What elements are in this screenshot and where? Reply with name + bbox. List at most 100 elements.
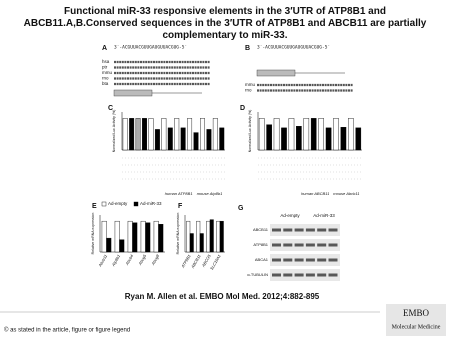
bar bbox=[167, 127, 173, 151]
mirna-seq: 3′-ACGUUACGUUGAUGUUACGUG-5′ bbox=[114, 45, 187, 51]
panel-label: D bbox=[240, 105, 245, 112]
band bbox=[272, 273, 281, 277]
band bbox=[272, 258, 281, 262]
bar bbox=[325, 127, 332, 151]
group-label: mouse Atp8b1 bbox=[197, 191, 223, 196]
panel-label: G bbox=[238, 205, 244, 212]
logo-text: EMBO bbox=[403, 308, 430, 318]
bar bbox=[119, 239, 125, 253]
blot-group: Ad-empty bbox=[280, 213, 300, 218]
band bbox=[328, 243, 338, 247]
bar bbox=[355, 127, 362, 151]
band bbox=[305, 243, 315, 247]
bar bbox=[196, 220, 201, 253]
title: Functional miR-33 responsive elements in… bbox=[23, 6, 427, 41]
bar bbox=[161, 118, 167, 151]
panel-label: A bbox=[102, 45, 107, 52]
bar bbox=[340, 126, 347, 151]
group-label: human ATP8B1 bbox=[165, 191, 193, 196]
band bbox=[294, 228, 304, 232]
bar bbox=[174, 118, 180, 151]
legend-swatch bbox=[133, 201, 139, 207]
band bbox=[305, 228, 315, 232]
bar bbox=[288, 118, 295, 151]
x-tick-label: Abcb11 bbox=[97, 254, 108, 269]
species: rno bbox=[245, 88, 252, 93]
bar bbox=[318, 118, 324, 151]
group-label: mouse Abcb11 bbox=[333, 191, 359, 196]
blot-strip bbox=[270, 269, 340, 281]
band bbox=[294, 258, 304, 262]
x-tick-label: Abcg8 bbox=[150, 253, 161, 267]
bar bbox=[127, 220, 133, 253]
bar bbox=[212, 118, 218, 151]
species: hsa bbox=[102, 59, 110, 64]
band bbox=[272, 243, 281, 247]
band bbox=[283, 228, 293, 232]
x-tick-label: Abcb4 bbox=[124, 253, 135, 267]
band bbox=[305, 258, 315, 262]
legend-swatch bbox=[101, 201, 107, 207]
band bbox=[328, 273, 338, 277]
band bbox=[283, 273, 293, 277]
gene-box bbox=[113, 89, 153, 97]
y-axis-label: Relative mRNA expression bbox=[91, 213, 95, 255]
bar bbox=[209, 219, 214, 253]
bar bbox=[266, 124, 272, 151]
bar bbox=[206, 129, 212, 151]
band-label: ABCB11 bbox=[253, 227, 269, 232]
blot-group: Ad-miR-33 bbox=[313, 213, 335, 218]
band bbox=[305, 273, 315, 277]
group-label: human ABCB11 bbox=[301, 191, 329, 196]
band bbox=[272, 228, 281, 232]
band bbox=[283, 243, 293, 247]
bar bbox=[206, 220, 211, 253]
band-label: ABCA1 bbox=[255, 257, 269, 262]
bar bbox=[281, 127, 287, 151]
bar bbox=[200, 118, 205, 151]
band-label: α-TUBULIN bbox=[247, 272, 268, 277]
y-axis-label: Normalized Luc Activity (%) bbox=[112, 110, 116, 153]
bar bbox=[186, 220, 191, 253]
species: rno bbox=[102, 76, 109, 81]
bar bbox=[106, 237, 112, 253]
panel-label: F bbox=[178, 203, 183, 210]
y-axis-label: Relative mRNA expression bbox=[176, 213, 180, 255]
band bbox=[317, 243, 327, 247]
bar bbox=[273, 118, 280, 151]
bar bbox=[145, 222, 151, 253]
x-tick-label: Atp8b1 bbox=[110, 254, 121, 268]
x-tick-label: ABCG5 bbox=[200, 253, 212, 269]
bar bbox=[219, 220, 224, 253]
bar bbox=[122, 118, 128, 151]
band bbox=[317, 228, 327, 232]
bar bbox=[132, 222, 138, 253]
bar bbox=[148, 118, 154, 151]
band bbox=[317, 258, 327, 262]
bar bbox=[180, 127, 186, 151]
bar bbox=[310, 118, 317, 151]
blot-strip bbox=[270, 239, 340, 251]
blot-strip bbox=[270, 224, 340, 236]
bar bbox=[348, 118, 354, 151]
band bbox=[317, 273, 327, 277]
bar bbox=[158, 224, 164, 253]
bar bbox=[216, 220, 221, 253]
blot-strip bbox=[270, 254, 340, 266]
panel-label: E bbox=[92, 203, 97, 210]
species: bta bbox=[102, 81, 109, 86]
bar bbox=[219, 127, 225, 151]
legend-label: Ad-miR-33 bbox=[140, 201, 162, 206]
panel-label: B bbox=[245, 45, 250, 52]
species: mmu bbox=[245, 82, 255, 87]
band bbox=[328, 258, 338, 262]
legend-label: Ad-empty bbox=[108, 201, 128, 206]
bar bbox=[258, 118, 265, 151]
bar bbox=[153, 220, 159, 253]
bar bbox=[140, 220, 146, 253]
species: mmu bbox=[102, 70, 112, 75]
license: © as stated in the article, figure or fi… bbox=[4, 327, 130, 334]
bar bbox=[101, 220, 107, 253]
y-axis-label: Normalized Luc Activity (%) bbox=[248, 110, 252, 153]
